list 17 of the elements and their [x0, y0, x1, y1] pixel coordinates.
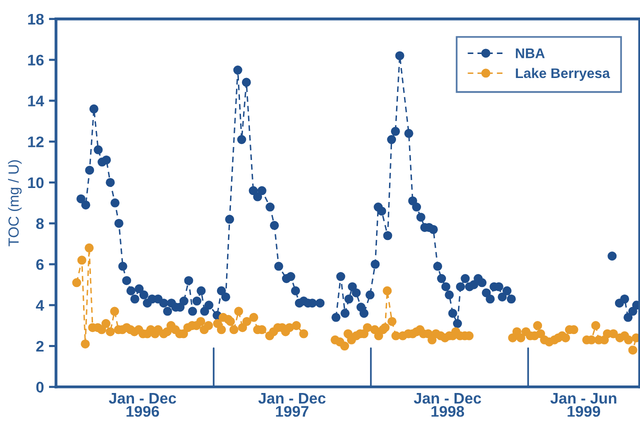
legend-label: Lake Berryesa — [516, 68, 610, 81]
y-tick-label: 10 — [28, 177, 44, 188]
x-tick-label: Jan - Jun 1999 — [550, 393, 616, 417]
y-tick-label: 12 — [28, 136, 44, 148]
y-tick-label: 4 — [36, 300, 44, 311]
y-tick-label: 6 — [36, 259, 44, 270]
x-tick-label: Jan - Dec 1998 — [414, 393, 482, 417]
legend-label: NBA — [516, 48, 545, 58]
y-tick-label: 14 — [28, 96, 44, 106]
y-tick-label: 18 — [28, 14, 44, 25]
y-tick-label: 16 — [28, 54, 44, 66]
y-axis-title: TOC (mg / U) — [8, 160, 22, 246]
y-tick-label: 0 — [36, 382, 44, 393]
x-tick-label: Jan - Dec 1996 — [108, 393, 176, 417]
x-tick-label: Jan - Dec 1997 — [258, 393, 326, 417]
y-tick-label: 8 — [36, 218, 44, 230]
y-tick-label: 2 — [36, 340, 44, 352]
